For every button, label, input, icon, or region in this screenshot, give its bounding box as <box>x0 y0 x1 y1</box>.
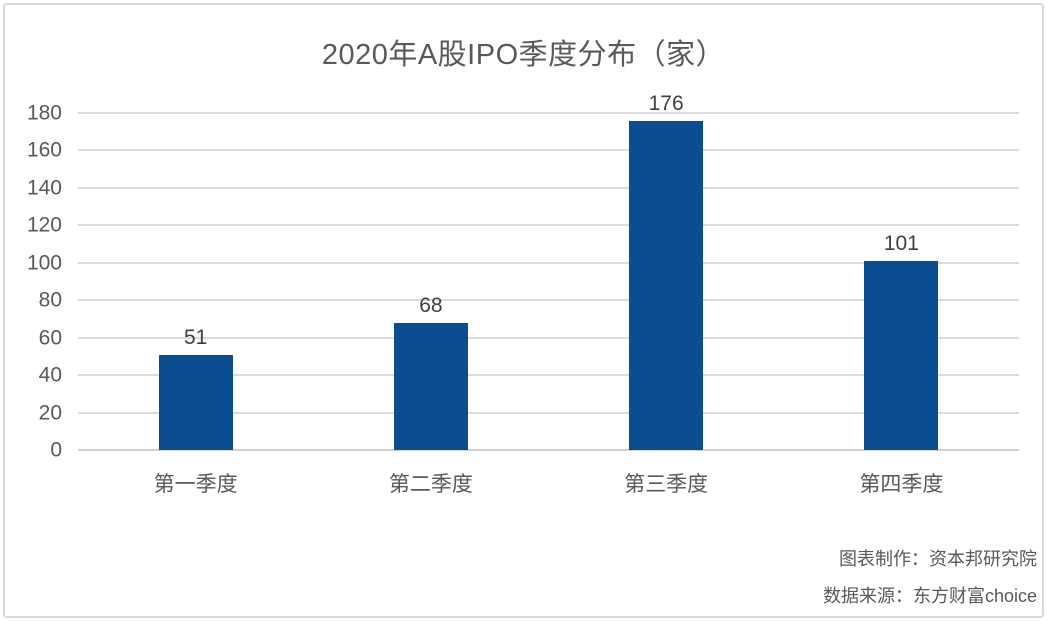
plot-area: 51 68 176 101 <box>78 92 1019 451</box>
y-tick-label: 20 <box>38 401 62 425</box>
gridline <box>78 186 1019 189</box>
bar-value-label: 68 <box>419 293 443 317</box>
gridline <box>78 112 1019 114</box>
x-tick-label: 第二季度 <box>388 473 473 496</box>
gridline <box>78 149 1019 152</box>
bar-slot: 51 <box>78 113 313 450</box>
gridline <box>78 374 1019 377</box>
bar-slot: 68 <box>313 113 548 450</box>
x-tick-label: 第三季度 <box>624 473 709 496</box>
bar-value-label: 51 <box>183 325 208 349</box>
bars-row: 51 68 176 101 <box>78 92 1019 450</box>
bar-slot: 176 <box>549 92 784 450</box>
y-tick-label: 100 <box>26 251 62 275</box>
y-tick-label: 60 <box>38 326 62 350</box>
x-tick-label: 第一季度 <box>153 473 238 496</box>
footer-notes: 图表制作：资本邦研究院 数据来源：东方财富choice <box>823 541 1037 615</box>
gridline <box>78 261 1019 264</box>
bar <box>864 260 939 450</box>
y-tick-label: 80 <box>38 288 62 312</box>
bar-slot: 101 <box>784 113 1019 450</box>
chart-title: 2020年A股IPO季度分布（家） <box>321 39 726 71</box>
gridline <box>78 299 1019 302</box>
chart-credit-note: 图表制作：资本邦研究院 <box>839 549 1037 569</box>
gridline <box>78 449 1019 451</box>
gridline <box>78 224 1019 227</box>
y-tick-label: 180 <box>26 101 62 125</box>
y-axis: 0 20 40 60 80 100 120 140 160 180 <box>0 103 62 461</box>
bar-value-label: 101 <box>883 231 919 255</box>
y-tick-label: 120 <box>26 213 62 237</box>
data-source-note: 数据来源：东方财富choice <box>822 586 1037 606</box>
y-tick-label: 0 <box>50 438 62 462</box>
bar <box>629 120 704 450</box>
bar <box>158 354 233 450</box>
y-tick-label: 160 <box>26 138 62 162</box>
bar-value-label: 176 <box>648 91 684 115</box>
gridline <box>78 411 1019 414</box>
gridline <box>78 336 1019 339</box>
y-tick-label: 140 <box>26 176 62 200</box>
y-tick-label: 40 <box>38 363 62 387</box>
x-axis: 第一季度 第二季度 第三季度 第四季度 <box>78 472 1019 498</box>
x-tick-label: 第四季度 <box>859 473 944 496</box>
bar <box>393 322 468 450</box>
